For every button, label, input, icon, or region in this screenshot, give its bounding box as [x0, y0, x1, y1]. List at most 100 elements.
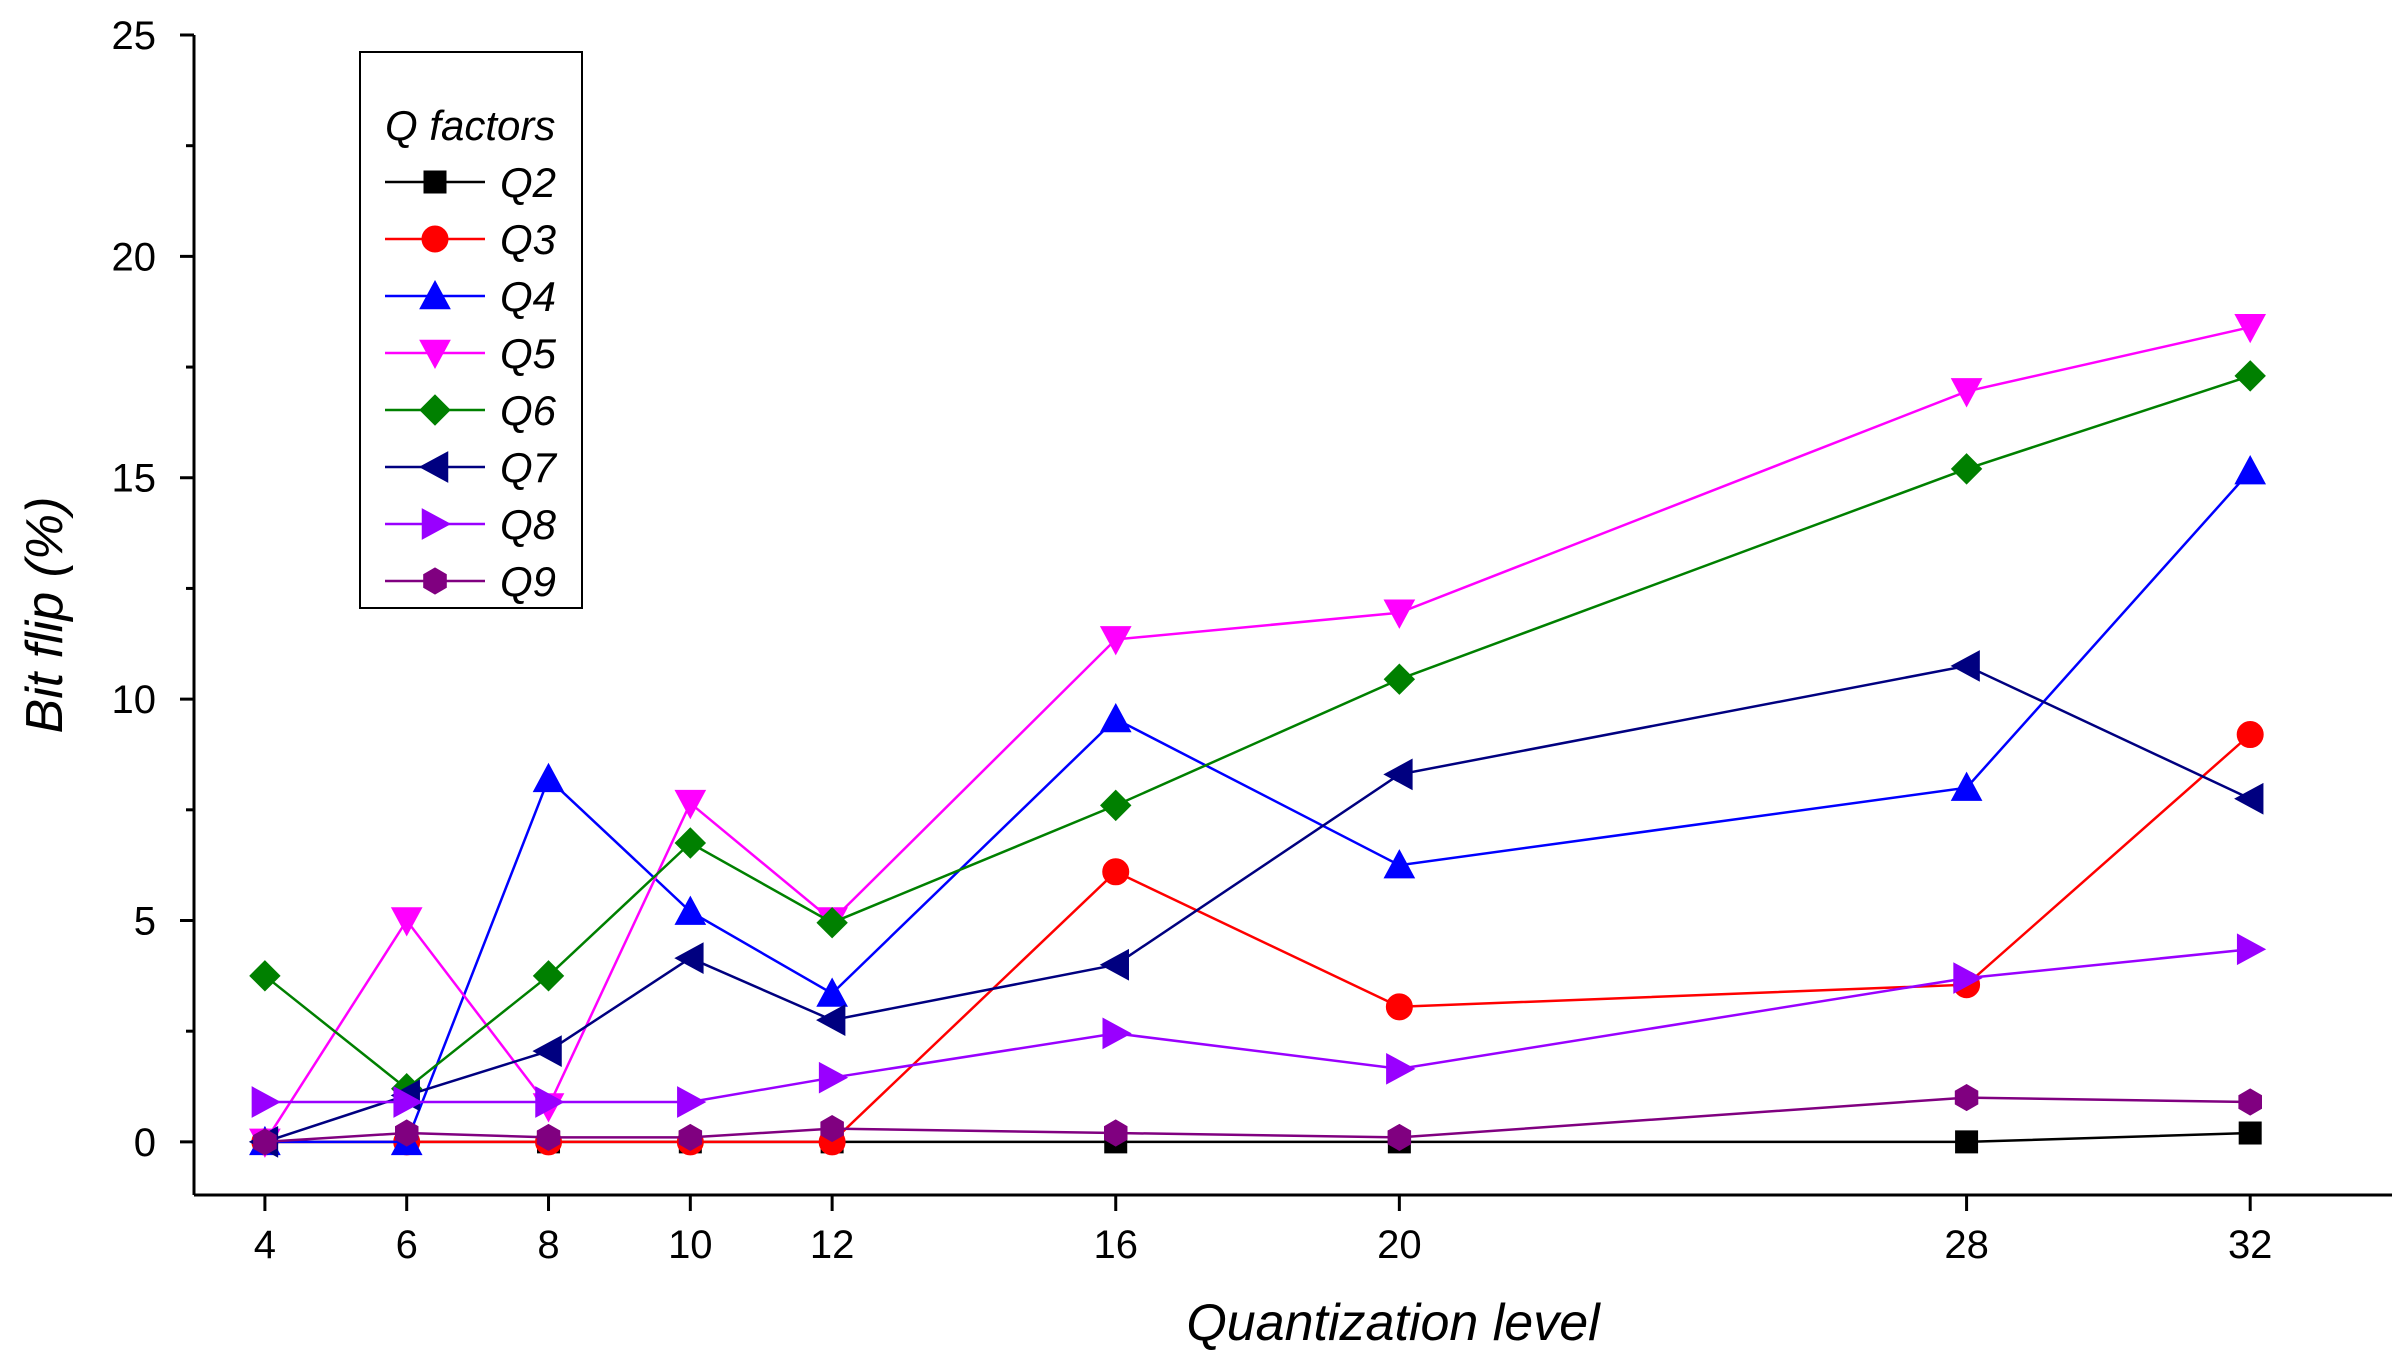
data-point-q9 [395, 1119, 419, 1147]
data-point-q9 [1954, 1084, 1979, 1112]
series-layer [248, 313, 2267, 1158]
data-point-q9 [1387, 1123, 1412, 1151]
y-axis-title: Bit flip (%) [16, 497, 74, 734]
legend-marker-q3 [421, 225, 449, 253]
x-tick-label: 6 [396, 1223, 418, 1267]
data-point-q9 [678, 1123, 703, 1151]
legend: Q factors Q2 Q3 Q4 Q5 Q6 Q7 Q8 Q9 [359, 51, 583, 609]
data-point-q4 [2234, 455, 2267, 485]
x-axis-title: Quantization level [1186, 1294, 1601, 1352]
data-point-q3 [1385, 993, 1413, 1021]
data-point-q9 [820, 1115, 844, 1143]
series-line-q8 [264, 948, 2251, 1104]
legend-marker-q5 [419, 339, 451, 370]
legend-label: Q8 [500, 501, 557, 548]
legend-label: Q3 [500, 216, 556, 263]
data-point-q4 [1383, 849, 1416, 879]
legend-box [359, 51, 583, 609]
series-line-q3 [264, 733, 2252, 1144]
data-point-q8 [1953, 962, 1983, 994]
y-axis-ticks: 0 5 10 15 20 25 [112, 14, 194, 1165]
data-point-q5 [1099, 626, 1132, 656]
y-tick-label: 10 [112, 678, 157, 722]
data-point-q9 [536, 1123, 561, 1151]
legend-label: Q5 [500, 330, 557, 377]
x-tick-label: 4 [254, 1223, 276, 1267]
data-point-q5 [2234, 313, 2267, 344]
legend-marker-q4 [419, 279, 451, 310]
data-point-q4 [674, 895, 707, 925]
data-point-q7 [674, 942, 704, 974]
legend-item-q3: Q3 [385, 216, 556, 263]
data-point-q6 [1100, 789, 1132, 822]
series-q6 [249, 360, 2266, 1105]
data-point-q9 [253, 1128, 277, 1156]
data-point-q8 [2236, 933, 2267, 966]
data-point-q3 [1102, 858, 1130, 886]
data-point-q8 [677, 1086, 707, 1118]
data-point-q9 [1104, 1119, 1128, 1147]
legend-item-q9: Q9 [385, 558, 556, 605]
series-q8 [251, 933, 2267, 1118]
data-point-q7 [1099, 948, 1129, 981]
x-tick-label: 20 [1377, 1223, 1422, 1267]
axes: 0 5 10 15 20 25 4 6 8 10 12 16 20 28 32 [112, 14, 2392, 1267]
data-point-q6 [1383, 663, 1416, 695]
data-point-q3 [2236, 721, 2264, 749]
legend-item-q5: Q5 [385, 330, 557, 377]
legend-marker-q7 [418, 451, 449, 483]
data-point-q8 [251, 1086, 281, 1118]
data-point-q7 [816, 1004, 846, 1036]
y-tick-label: 15 [112, 457, 157, 501]
legend-label: Q7 [500, 444, 558, 491]
data-point-q5 [674, 789, 707, 820]
x-tick-label: 10 [668, 1223, 713, 1267]
legend-label: Q9 [500, 558, 556, 605]
x-tick-label: 28 [1944, 1223, 1989, 1267]
legend-title: Q factors [385, 102, 555, 149]
data-point-q6 [816, 907, 848, 939]
legend-label: Q2 [500, 159, 556, 206]
legend-label: Q4 [500, 273, 556, 320]
legend-item-q7: Q7 [385, 444, 558, 491]
data-point-q8 [1102, 1017, 1132, 1050]
legend-label: Q6 [500, 387, 557, 434]
data-point-q4 [1950, 771, 1983, 801]
data-point-q8 [535, 1086, 565, 1118]
y-tick-label: 5 [134, 899, 156, 943]
data-point-q9 [2238, 1088, 2262, 1116]
x-tick-label: 32 [2228, 1223, 2273, 1267]
data-point-q4 [1099, 702, 1132, 733]
legend-marker-q2 [423, 170, 447, 194]
data-point-q6 [1950, 453, 1983, 485]
data-point-q8 [393, 1086, 423, 1118]
data-point-q5 [1950, 378, 1983, 408]
legend-marker-q8 [421, 508, 452, 540]
series-line-q7 [264, 664, 2251, 1144]
y-tick-label: 0 [134, 1121, 156, 1165]
data-point-q7 [2234, 782, 2264, 815]
data-point-q5 [1383, 599, 1416, 629]
data-point-q8 [1386, 1052, 1416, 1085]
data-point-q4 [816, 977, 848, 1007]
data-point-q6 [249, 960, 281, 992]
series-line-q9 [264, 1096, 2251, 1144]
data-point-q6 [674, 827, 707, 859]
legend-item-q6: Q6 [385, 387, 557, 434]
y-tick-label: 25 [112, 14, 157, 58]
data-point-q2 [2238, 1121, 2262, 1145]
data-point-q8 [818, 1061, 849, 1094]
data-point-q6 [532, 960, 565, 992]
legend-marker-q9 [423, 567, 447, 595]
data-point-q4 [532, 762, 565, 793]
data-point-q5 [390, 907, 423, 937]
legend-marker-q6 [419, 394, 451, 426]
data-point-q2 [1955, 1130, 1979, 1154]
legend-item-q4: Q4 [385, 273, 556, 320]
data-point-q7 [1950, 650, 1980, 682]
y-tick-label: 20 [112, 235, 157, 279]
series-q7 [248, 650, 2264, 1158]
x-tick-label: 16 [1093, 1223, 1138, 1267]
